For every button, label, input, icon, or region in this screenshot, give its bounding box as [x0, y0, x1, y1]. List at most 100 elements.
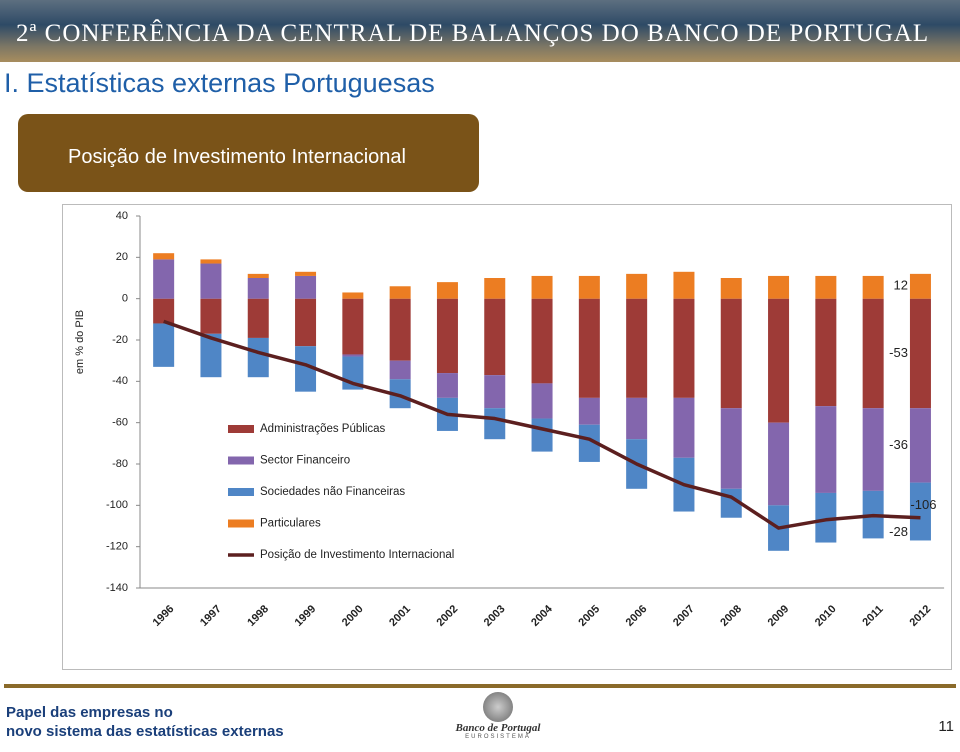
y-tick-label: -40 [112, 375, 128, 387]
bar-segment [626, 298, 648, 398]
page-number: 11 [938, 718, 954, 735]
bar-segment [862, 275, 884, 299]
bar-segment [768, 275, 790, 299]
y-tick-label: -140 [106, 582, 128, 594]
bar-segment [247, 278, 269, 299]
x-tick-label: 2003 [482, 603, 508, 629]
bar-segment [342, 354, 364, 357]
bar-segment [815, 298, 837, 407]
bar-segment [909, 273, 931, 299]
bar-segment [200, 259, 222, 264]
data-label: 12 [893, 278, 907, 293]
logo-seal [483, 692, 513, 722]
x-tick-label: 2008 [718, 603, 744, 629]
legend-label: Administrações Públicas [260, 423, 386, 435]
bar-segment [389, 298, 411, 361]
legend-swatch [228, 519, 254, 528]
bar-segment [153, 259, 175, 299]
bar-segment [768, 298, 790, 423]
bar-segment [295, 271, 317, 276]
bar-segment [626, 397, 648, 440]
line-series [163, 319, 921, 530]
x-tick-label: 2009 [766, 603, 792, 629]
bar-segment [153, 298, 175, 324]
y-tick-label: -60 [112, 417, 128, 429]
bar-segment [673, 298, 695, 398]
bar-segment [342, 292, 364, 299]
data-label: -28 [889, 524, 908, 539]
bar-segment [389, 379, 411, 409]
bar-segment [673, 271, 695, 299]
legend-swatch [228, 488, 254, 496]
y-tick-label: -80 [112, 458, 128, 470]
bar-segment [295, 298, 317, 347]
x-tick-label: 2004 [529, 602, 555, 628]
x-tick-label: 2007 [671, 603, 697, 629]
chart: em % do PIB 40 20 0 -20 -40 -60 -80 -100 -120 -14… [74, 210, 945, 629]
chart-frame [62, 204, 952, 670]
bar-segment [484, 298, 506, 376]
subtitle-box: Posição de Investimento Internacional [18, 114, 479, 192]
bar-segment [626, 273, 648, 299]
legend-label: Particulares [260, 518, 321, 530]
bar-segment [720, 298, 742, 409]
bar-segment [578, 275, 600, 299]
x-tick-label: 2001 [387, 603, 413, 629]
bar-segment [531, 418, 553, 452]
x-tick-label: 1997 [198, 603, 224, 629]
title: I. Estatísticas externas Portuguesas [4, 68, 435, 98]
y-tick-label: 40 [116, 210, 128, 222]
bar-segment [531, 275, 553, 299]
legend-label: Sociedades não Financeiras [260, 486, 405, 498]
bar-segment [436, 282, 458, 299]
logo-sub: EUROSISTEMA [465, 734, 531, 740]
bar-segment [578, 424, 600, 462]
bar-segment [436, 298, 458, 374]
bar-segment [200, 298, 222, 334]
bar-segment [342, 298, 364, 355]
bar-segment [389, 360, 411, 380]
bar-segment [909, 482, 931, 541]
bar-segment [768, 422, 790, 506]
bar-segment [815, 492, 837, 543]
legend-label: Posição de Investimento Internacional [260, 549, 454, 561]
bar-segment [436, 373, 458, 398]
subtitle: Posição de Investimento Internacional [68, 146, 406, 168]
x-tick-label: 1998 [245, 603, 271, 629]
bar-segment [200, 263, 222, 299]
bar-segment [153, 253, 175, 260]
bar-segment [247, 298, 269, 338]
bar-segment [531, 298, 553, 384]
footer-line: Papel das empresas no [6, 704, 173, 721]
x-tick-label: 1996 [151, 603, 177, 629]
x-tick-label: 2005 [576, 603, 602, 629]
bar-segment [862, 408, 884, 491]
y-tick-label: -120 [106, 541, 128, 553]
x-tick-label: 2011 [860, 603, 885, 628]
bar-segment [862, 298, 884, 409]
footer-rule [4, 684, 956, 688]
bar-segment [909, 298, 931, 409]
footer-line: novo sistema das estatísticas externas [6, 723, 284, 740]
bar-segment [531, 383, 553, 419]
logo-name: Banco de Portugal [455, 722, 541, 734]
y-tick-label: -20 [112, 334, 128, 346]
bar-segment [720, 408, 742, 489]
bar-segment [295, 275, 317, 299]
y-axis-label: em % do PIB [74, 310, 86, 374]
header: 2ª CONFERÊNCIA DA CENTRAL DE BALANÇOS DO… [16, 20, 930, 47]
bar-segment [815, 406, 837, 493]
bar-segment [578, 397, 600, 425]
bar-segment [247, 337, 269, 378]
y-tick-label: -100 [106, 499, 128, 511]
x-tick-label: 2000 [340, 603, 366, 629]
y-tick-label: 20 [116, 251, 128, 263]
data-label: -106 [910, 497, 936, 512]
bar-segment [673, 397, 695, 458]
data-label: -53 [889, 345, 908, 360]
x-tick-label: 1999 [293, 603, 319, 629]
bar-segment [484, 278, 506, 299]
bar-segment [295, 346, 317, 392]
bar-segment [484, 375, 506, 409]
